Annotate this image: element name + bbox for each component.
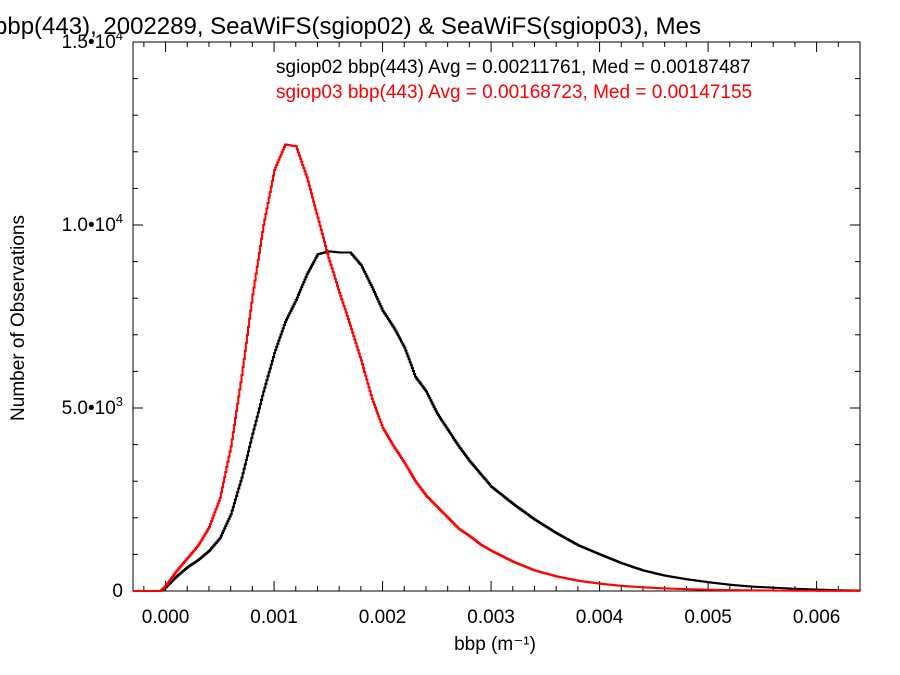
y-axis-ticks: 0 5.0•103 1.0•104 1.5•104 xyxy=(62,28,860,602)
series-line-sgiop03 xyxy=(133,143,861,592)
y-tick-label: 1.0•104 xyxy=(62,211,123,236)
x-axis-ticks: 0.000 0.001 0.002 0.003 0.004 0.005 0.006 xyxy=(142,42,861,628)
x-axis-label: bbp (m⁻¹) xyxy=(454,634,536,655)
x-tick-label: 0.001 xyxy=(250,607,298,628)
y-tick-label: 1.5•104 xyxy=(62,28,123,53)
x-tick-label: 0.005 xyxy=(684,607,732,628)
series-line-sgiop02 xyxy=(133,250,861,592)
chart-title: bbp(443), 2002289, SeaWiFS(sgiop02) & Se… xyxy=(0,13,701,40)
x-tick-label: 0.006 xyxy=(793,607,841,628)
x-tick-label: 0.002 xyxy=(359,607,407,628)
y-tick-label: 5.0•103 xyxy=(62,394,123,419)
x-tick-label: 0.000 xyxy=(142,607,190,628)
x-tick-label: 0.004 xyxy=(576,607,624,628)
series-layer xyxy=(133,143,861,592)
y-tick-label: 0 xyxy=(112,581,123,602)
legend-entry-sgiop02: sgiop02 bbp(443) Avg = 0.00211761, Med =… xyxy=(276,57,751,78)
y-axis-label: Number of Observations xyxy=(8,215,29,421)
x-tick-label: 0.003 xyxy=(467,607,515,628)
legend-entry-sgiop03: sgiop03 bbp(443) Avg = 0.00168723, Med =… xyxy=(276,82,752,103)
plot-area-border xyxy=(132,41,861,592)
plot-frame xyxy=(132,41,861,592)
